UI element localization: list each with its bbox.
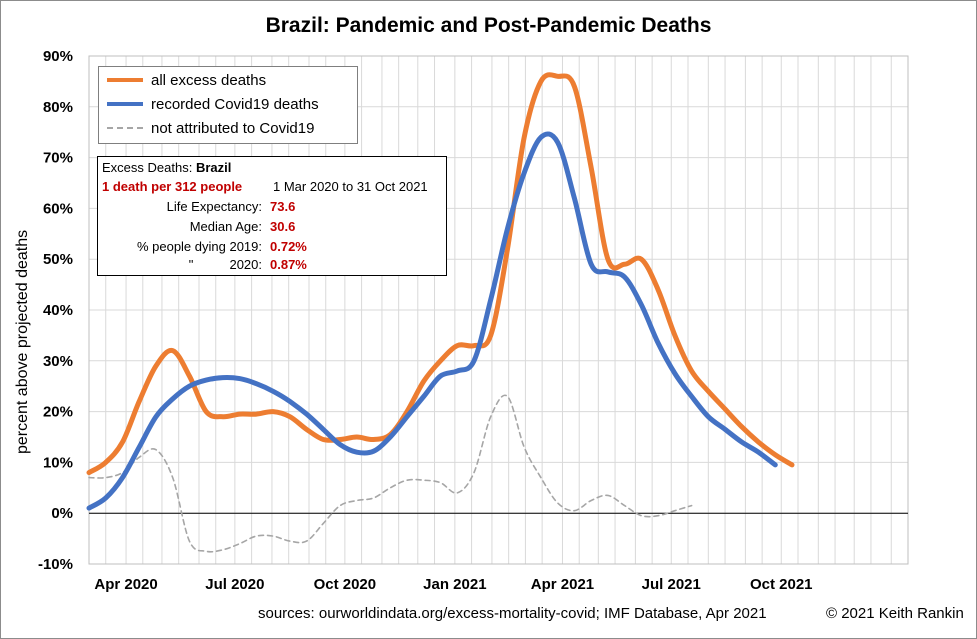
infobox-date-range: 1 Mar 2020 to 31 Oct 2021 [273,179,428,194]
y-tick-label: 90% [43,48,73,65]
legend-item-excess: all excess deaths [99,69,357,93]
infobox-value: 0.87% [270,257,307,272]
legend-item-covid: recorded Covid19 deaths [99,93,357,117]
infobox-row-dying-2020: " 2020: 0.87% [98,257,446,277]
infobox-value: 30.6 [270,219,296,234]
infobox-label: % people dying 2019: [136,239,262,254]
legend-swatch-excess [107,78,143,82]
infobox-row-life-expectancy: Life Expectancy: 73.6 [98,199,446,219]
x-tick-label: Oct 2020 [314,576,377,593]
legend-label-excess: all excess deaths [151,72,267,89]
series-line-covid [86,131,778,511]
infobox-label: " 2020: [188,257,262,272]
infobox-heading-country: Brazil [195,160,232,175]
infobox-label: Life Expectancy: [166,199,262,214]
infobox-row-median-age: Median Age: 30.6 [98,219,446,239]
title-text: : Pandemic and Post-Pandemic Deaths [322,14,712,37]
chart-title: Brazil: Pandemic and Post-Pandemic Death… [0,14,977,38]
excess-deaths-infobox: Excess Deaths: Brazil 1 death per 312 pe… [97,156,447,276]
axes [88,55,909,565]
tick-labels: -10% 0% 10% 20% 30% 40% 50% 60% 70% 80% 90% Apr 202… [38,48,813,593]
infobox-row-ratio: 1 death per 312 people 1 Mar 2020 to 31 … [98,179,446,199]
y-tick-label: 20% [43,404,73,421]
infobox-row-dying-2019: % people dying 2019: 0.72% [98,239,446,259]
legend-swatch-covid [107,102,143,106]
title-country: Brazil [265,14,323,37]
y-tick-label: 70% [43,150,73,167]
legend-swatch-residual [107,127,143,129]
x-tick-label: Jan 2021 [423,576,486,593]
x-tick-label: Jul 2020 [205,576,264,593]
legend-label-residual: not attributed to Covid19 [151,120,315,137]
y-tick-label: 40% [43,302,73,319]
series-line-excess [86,72,795,476]
series-line-residual [88,394,693,553]
x-tick-label: Apr 2021 [531,576,594,593]
infobox-heading-label: Excess Deaths: [102,160,193,175]
y-tick-label: 0% [51,505,73,522]
series-lines [86,72,795,553]
legend-item-residual: not attributed to Covid19 [99,117,357,141]
plot-area-border [88,55,909,565]
x-tick-label: Jul 2021 [642,576,701,593]
copyright-note: © 2021 Keith Rankin [826,605,964,622]
infobox-value: 73.6 [270,199,296,214]
x-tick-label: Oct 2021 [750,576,813,593]
infobox-value: 0.72% [270,239,307,254]
infobox-label: Median Age: [189,219,262,234]
y-tick-label: 10% [43,454,73,471]
y-tick-label: 80% [43,99,73,116]
infobox-heading: Excess Deaths: Brazil [102,160,231,175]
y-tick-label: 50% [43,251,73,268]
y-axis-label: percent above projected deaths [14,229,31,454]
legend-label-covid: recorded Covid19 deaths [151,96,319,113]
y-tick-label: -10% [38,556,73,573]
sources-note: sources: ourworldindata.org/excess-morta… [258,605,767,622]
y-tick-label: 60% [43,200,73,217]
legend: all excess deaths recorded Covid19 death… [98,66,358,144]
x-tick-label: Apr 2020 [94,576,157,593]
y-tick-label: 30% [43,353,73,370]
infobox-ratio: 1 death per 312 people [102,179,243,194]
